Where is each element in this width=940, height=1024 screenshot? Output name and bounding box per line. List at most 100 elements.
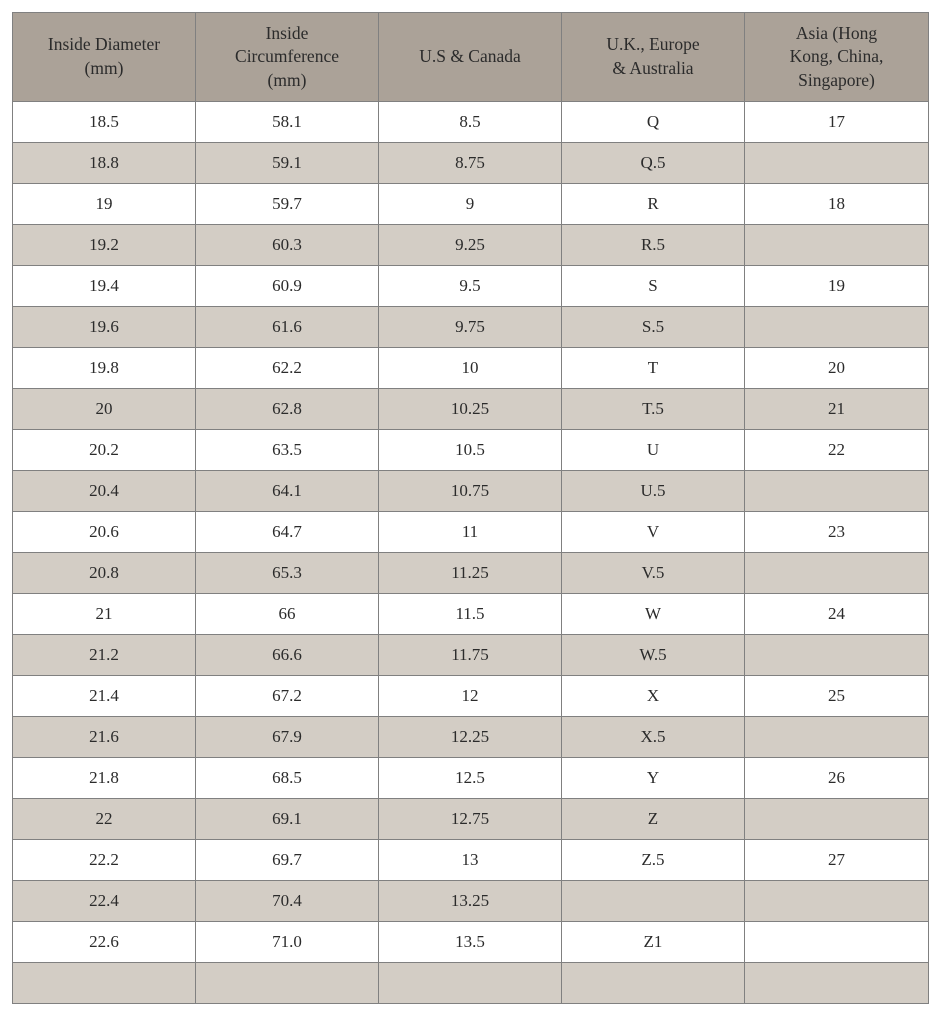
cell-us: 12 [379,676,562,717]
table-row: 18.859.18.75Q.5 [13,143,929,184]
cell-asia: 26 [745,758,929,799]
cell-uk: Z1 [562,922,745,963]
cell-asia [745,963,929,1004]
cell-us: 13.5 [379,922,562,963]
cell-us: 11 [379,512,562,553]
cell-asia: 19 [745,266,929,307]
cell-us: 10.75 [379,471,562,512]
cell-uk: V.5 [562,553,745,594]
cell-uk: U [562,430,745,471]
cell-circumference: 66 [196,594,379,635]
table-row: 20.263.510.5U22 [13,430,929,471]
cell-diameter: 20 [13,389,196,430]
cell-circumference: 59.7 [196,184,379,225]
table-row: 22.470.413.25 [13,881,929,922]
cell-diameter: 20.6 [13,512,196,553]
cell-circumference [196,963,379,1004]
table-row: 216611.5W24 [13,594,929,635]
cell-uk: S.5 [562,307,745,348]
cell-diameter: 18.5 [13,102,196,143]
table-row: 21.667.912.25X.5 [13,717,929,758]
cell-circumference: 59.1 [196,143,379,184]
cell-uk [562,963,745,1004]
cell-us: 12.5 [379,758,562,799]
cell-us: 10.5 [379,430,562,471]
cell-diameter: 21.8 [13,758,196,799]
cell-asia: 20 [745,348,929,389]
cell-uk: U.5 [562,471,745,512]
cell-diameter: 19 [13,184,196,225]
cell-asia: 24 [745,594,929,635]
table-row: 1959.79R18 [13,184,929,225]
cell-circumference: 69.7 [196,840,379,881]
cell-us: 9.5 [379,266,562,307]
cell-circumference: 58.1 [196,102,379,143]
cell-uk: Q [562,102,745,143]
cell-us: 8.75 [379,143,562,184]
cell-uk: W.5 [562,635,745,676]
cell-diameter: 22.2 [13,840,196,881]
cell-us: 12.25 [379,717,562,758]
ring-size-table: Inside Diameter(mm)InsideCircumference(m… [12,12,929,1004]
cell-us: 8.5 [379,102,562,143]
cell-circumference: 67.2 [196,676,379,717]
cell-uk: W [562,594,745,635]
table-row: 20.664.711V23 [13,512,929,553]
cell-us: 9 [379,184,562,225]
cell-uk: Q.5 [562,143,745,184]
table-row: 20.865.311.25V.5 [13,553,929,594]
cell-asia [745,471,929,512]
cell-circumference: 62.2 [196,348,379,389]
cell-asia: 23 [745,512,929,553]
cell-circumference: 63.5 [196,430,379,471]
cell-diameter: 19.4 [13,266,196,307]
cell-diameter: 19.2 [13,225,196,266]
col-header-us: U.S & Canada [379,13,562,102]
cell-circumference: 64.7 [196,512,379,553]
col-header-uk: U.K., Europe& Australia [562,13,745,102]
table-row: 22.269.713Z.527 [13,840,929,881]
col-header-asia: Asia (HongKong, China,Singapore) [745,13,929,102]
cell-uk: T.5 [562,389,745,430]
col-header-circumference: InsideCircumference(mm) [196,13,379,102]
cell-asia [745,799,929,840]
table-row: 21.467.212X25 [13,676,929,717]
cell-circumference: 65.3 [196,553,379,594]
cell-us: 11.25 [379,553,562,594]
cell-uk: X.5 [562,717,745,758]
cell-diameter: 21 [13,594,196,635]
cell-diameter: 20.2 [13,430,196,471]
cell-uk: X [562,676,745,717]
cell-us: 9.25 [379,225,562,266]
cell-uk: T [562,348,745,389]
cell-diameter: 21.4 [13,676,196,717]
cell-asia [745,881,929,922]
cell-uk: V [562,512,745,553]
cell-asia [745,307,929,348]
cell-diameter: 22.4 [13,881,196,922]
cell-circumference: 71.0 [196,922,379,963]
cell-uk: Z.5 [562,840,745,881]
cell-circumference: 64.1 [196,471,379,512]
cell-asia: 17 [745,102,929,143]
table-header-row: Inside Diameter(mm)InsideCircumference(m… [13,13,929,102]
cell-diameter: 20.8 [13,553,196,594]
cell-diameter: 20.4 [13,471,196,512]
cell-us: 13.25 [379,881,562,922]
cell-us: 11.75 [379,635,562,676]
cell-us: 11.5 [379,594,562,635]
cell-diameter [13,963,196,1004]
table-row: 19.460.99.5S19 [13,266,929,307]
cell-us: 13 [379,840,562,881]
table-row: 22.671.013.5Z1 [13,922,929,963]
cell-uk: Y [562,758,745,799]
cell-uk: S [562,266,745,307]
cell-diameter: 21.6 [13,717,196,758]
cell-asia: 21 [745,389,929,430]
cell-diameter: 21.2 [13,635,196,676]
cell-asia [745,635,929,676]
cell-us [379,963,562,1004]
table-row: 21.868.512.5Y26 [13,758,929,799]
cell-asia: 25 [745,676,929,717]
table-row: 18.558.18.5Q17 [13,102,929,143]
